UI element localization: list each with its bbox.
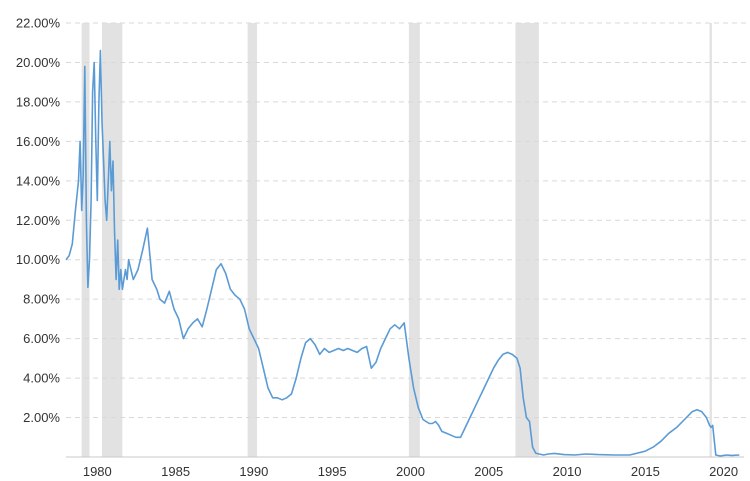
y-tick-label: 16.00% (16, 134, 61, 149)
y-tick-label: 14.00% (16, 173, 61, 188)
recession-bands (81, 23, 712, 457)
y-tick-label: 2.00% (23, 410, 60, 425)
y-tick-label: 10.00% (16, 252, 61, 267)
series-group (65, 49, 740, 457)
x-axis-labels: 1980 1985 1990 1995 2000 2005 2010 2015 2020 (83, 464, 738, 479)
x-tick-label: 1985 (161, 464, 190, 479)
x-tick-label: 2005 (474, 464, 503, 479)
recession-band-2 (247, 23, 258, 457)
x-tick-label: 2000 (396, 464, 425, 479)
y-tick-label: 8.00% (23, 292, 60, 307)
x-tick-label: 1980 (83, 464, 112, 479)
x-tick-label: 1990 (239, 464, 268, 479)
y-tick-label: 12.00% (16, 213, 61, 228)
y-tick-label: 22.00% (16, 16, 61, 31)
recession-band-0 (81, 23, 90, 457)
y-axis-labels: 2.00% 4.00% 6.00% 8.00% 10.00% 12.00% 14.00% 16… (16, 16, 61, 426)
gridlines (66, 22, 748, 419)
y-tick-label: 20.00% (16, 55, 61, 70)
recession-band-1 (102, 23, 123, 457)
recession-band-3 (408, 23, 420, 457)
x-tick-label: 2020 (709, 464, 738, 479)
y-tick-label: 4.00% (23, 371, 60, 386)
recession-band-5 (709, 23, 712, 457)
x-tick-label: 1995 (318, 464, 347, 479)
y-tick-label: 6.00% (23, 331, 60, 346)
y-tick-label: 18.00% (16, 94, 61, 109)
x-tick-label: 2015 (631, 464, 660, 479)
series-line-0 (65, 49, 740, 457)
x-tick-label: 2010 (553, 464, 582, 479)
recession-band-4 (515, 23, 539, 457)
